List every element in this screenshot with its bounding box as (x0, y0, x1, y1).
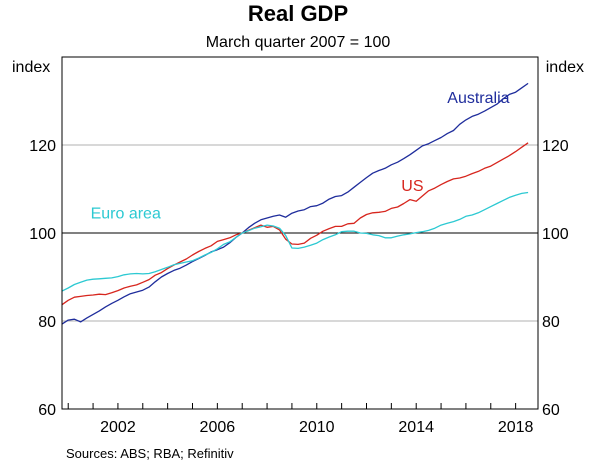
y-tick-label-left: 60 (38, 402, 56, 419)
y-tick-label-left: 80 (38, 314, 56, 331)
gridlines (62, 144, 538, 322)
series-labels: Australia US Euro area (91, 90, 510, 222)
axis-ticks: 60 60 80 80 100 100 120 120 2002 2006 2010 2014 2018 (29, 138, 569, 436)
y-tick-label-right: 60 (542, 402, 560, 419)
series-line-us (61, 142, 529, 306)
series-label-euro-area: Euro area (91, 205, 161, 222)
x-tick-label: 2010 (299, 419, 335, 436)
series-line-euro-area (61, 191, 529, 292)
series-line-australia (61, 82, 529, 325)
series-label-australia: Australia (447, 90, 509, 107)
y-tick-label-left: 100 (29, 226, 56, 243)
y-axis-unit-right: index (546, 59, 584, 76)
chart-title: Real GDP (248, 1, 348, 26)
x-tick-label: 2018 (498, 419, 534, 436)
chart-subtitle: March quarter 2007 = 100 (206, 34, 391, 51)
x-tick-label: 2002 (100, 419, 136, 436)
y-tick-label-right: 80 (542, 314, 560, 331)
plot-frame (61, 56, 539, 410)
y-tick-label-left: 120 (29, 138, 56, 155)
x-tick-label: 2006 (200, 419, 236, 436)
chart-source: Sources: ABS; RBA; Refinitiv (66, 446, 234, 461)
x-tick-label: 2014 (398, 419, 434, 436)
series-label-us: US (401, 178, 423, 195)
series-lines (61, 82, 529, 325)
y-axis-unit-left: index (12, 59, 50, 76)
y-tick-label-right: 100 (542, 226, 569, 243)
y-tick-label-right: 120 (542, 138, 569, 155)
